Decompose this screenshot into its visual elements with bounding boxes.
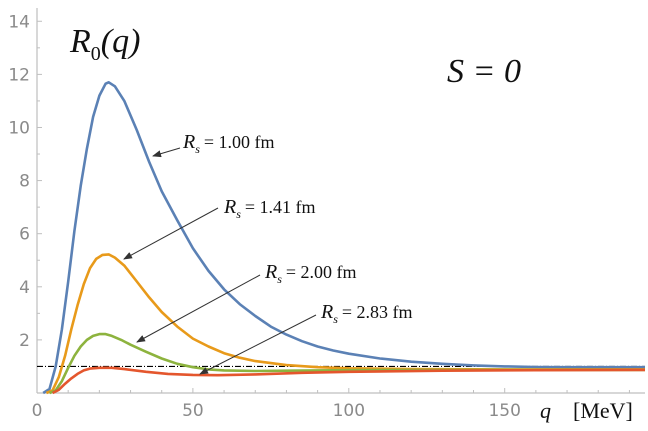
x-ticks: 0 50 100 150 [32,388,630,421]
annotation-arrow-3 [136,274,261,343]
y-tick-label: 8 [19,172,30,192]
x-tick-label: 150 [488,401,520,421]
series-label-2: Rs = 1.41 fm [223,196,316,221]
series-line-2 [45,253,645,395]
series-label-4: Rs = 2.83 fm [320,301,413,326]
series-label-3: Rs = 2.00 fm [264,261,357,286]
annotation-arrow-2 [123,207,219,260]
y-tick-label: 10 [8,118,30,138]
series-label-1: Rs = 1.00 fm [182,131,275,156]
y-tick-label: 14 [8,12,30,32]
y-ticks: 2 4 6 8 10 12 14 [8,12,42,367]
x-tick-label: 50 [182,401,204,421]
y-tick-label: 6 [19,225,30,245]
series-lines [42,81,646,395]
series-line-3 [48,332,645,395]
x-axis-variable: q [540,398,551,423]
y-tick-label: 2 [19,331,30,351]
spin-label: S = 0 [447,53,521,90]
plot-label: R0(q) [69,23,140,65]
x-tick-label: 100 [333,401,365,421]
y-tick-label: 4 [19,278,30,298]
x-axis-unit: [MeV] [573,398,633,423]
axes [36,8,645,394]
x-tick-label: 0 [32,401,43,421]
series-annotations: Rs = 1.00 fm Rs = 1.41 fm Rs = 2.00 fm Rs = 2.8… [123,131,413,375]
annotation-arrow-4 [199,314,317,375]
series-line-4 [52,366,646,395]
series-line-1 [42,81,645,395]
y-tick-label: 12 [8,65,30,85]
annotation-arrow-1 [152,147,181,158]
